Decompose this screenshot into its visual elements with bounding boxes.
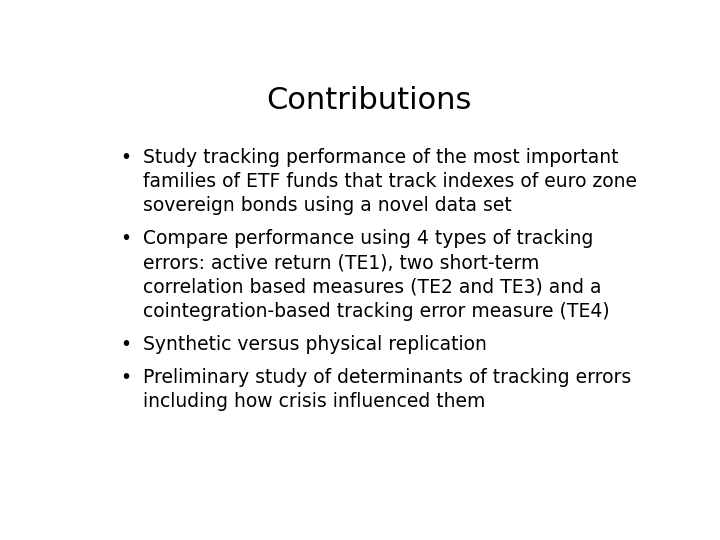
Text: families of ETF funds that track indexes of euro zone: families of ETF funds that track indexes…	[143, 172, 637, 191]
Text: sovereign bonds using a novel data set: sovereign bonds using a novel data set	[143, 196, 512, 215]
Text: •: •	[121, 230, 132, 248]
Text: correlation based measures (TE2 and TE3) and a: correlation based measures (TE2 and TE3)…	[143, 278, 601, 296]
Text: •: •	[121, 148, 132, 167]
Text: errors: active return (TE1), two short-term: errors: active return (TE1), two short-t…	[143, 254, 539, 273]
Text: Compare performance using 4 types of tracking: Compare performance using 4 types of tra…	[143, 230, 593, 248]
Text: •: •	[121, 335, 132, 354]
Text: Preliminary study of determinants of tracking errors: Preliminary study of determinants of tra…	[143, 368, 631, 387]
Text: cointegration-based tracking error measure (TE4): cointegration-based tracking error measu…	[143, 302, 610, 321]
Text: •: •	[121, 368, 132, 387]
Text: Synthetic versus physical replication: Synthetic versus physical replication	[143, 335, 487, 354]
Text: including how crisis influenced them: including how crisis influenced them	[143, 393, 485, 411]
Text: Contributions: Contributions	[266, 85, 472, 114]
Text: Study tracking performance of the most important: Study tracking performance of the most i…	[143, 148, 618, 167]
